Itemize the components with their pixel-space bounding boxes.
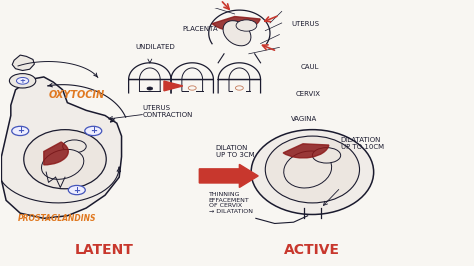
Text: PROSTAGLANDINS: PROSTAGLANDINS <box>18 214 96 223</box>
Text: PLACENTA: PLACENTA <box>183 26 219 32</box>
Ellipse shape <box>223 21 251 46</box>
Circle shape <box>68 185 85 195</box>
Ellipse shape <box>265 136 359 203</box>
Text: THINNING
EFFACEMENT
OF CERVIX
→ DILATATION: THINNING EFFACEMENT OF CERVIX → DILATATI… <box>209 192 253 214</box>
Wedge shape <box>212 16 260 31</box>
Circle shape <box>63 140 86 153</box>
Text: CAUL: CAUL <box>301 64 319 70</box>
FancyArrow shape <box>164 81 183 91</box>
Circle shape <box>12 126 29 136</box>
Text: UTERUS: UTERUS <box>291 21 319 27</box>
Ellipse shape <box>24 130 106 189</box>
Circle shape <box>17 77 29 84</box>
Text: DILATION
UP TO 3CM: DILATION UP TO 3CM <box>216 145 255 158</box>
Circle shape <box>236 20 257 31</box>
Text: ACTIVE: ACTIVE <box>284 243 340 257</box>
Text: +: + <box>73 186 80 194</box>
Ellipse shape <box>251 130 374 214</box>
Circle shape <box>85 126 102 136</box>
Wedge shape <box>44 142 68 165</box>
Circle shape <box>9 74 36 88</box>
Circle shape <box>147 87 153 90</box>
Text: LATENT: LATENT <box>74 243 133 257</box>
Text: +: + <box>90 126 97 135</box>
Polygon shape <box>12 55 35 70</box>
Text: CERVIX: CERVIX <box>296 91 321 97</box>
Text: +: + <box>19 78 26 84</box>
Ellipse shape <box>284 151 332 188</box>
Text: UTERUS
CONTRACTION: UTERUS CONTRACTION <box>143 105 193 118</box>
Text: OXYTOCIN: OXYTOCIN <box>48 90 105 100</box>
Polygon shape <box>1 77 121 218</box>
Circle shape <box>312 148 341 163</box>
Text: +: + <box>17 126 24 135</box>
Ellipse shape <box>42 149 84 179</box>
Text: UNDILATED: UNDILATED <box>136 44 175 50</box>
Wedge shape <box>283 144 329 158</box>
Text: DILATATION
UP TO 10CM: DILATATION UP TO 10CM <box>341 137 384 150</box>
FancyArrow shape <box>199 164 258 188</box>
Text: VAGINA: VAGINA <box>291 116 318 122</box>
